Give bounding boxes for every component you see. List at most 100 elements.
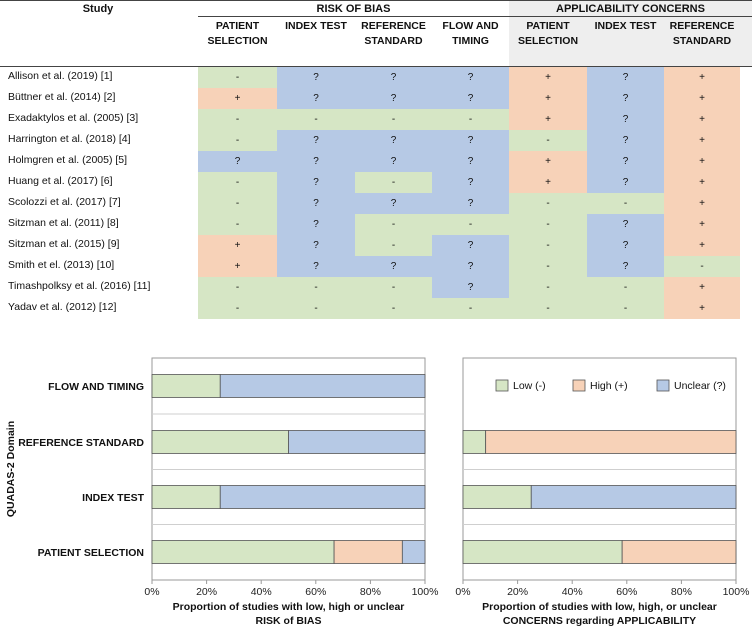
rating-cell: - bbox=[355, 109, 432, 130]
bar-unclear bbox=[219, 485, 426, 509]
rating-cell: ? bbox=[587, 67, 664, 88]
rating-cell: - bbox=[509, 277, 587, 298]
x-tick-label: 0% bbox=[144, 586, 159, 598]
group-rule-risk bbox=[198, 16, 509, 17]
rating-cell: + bbox=[664, 88, 740, 109]
rating-cell: - bbox=[355, 235, 432, 256]
rating-cell: - bbox=[355, 298, 432, 319]
rating-cell: ? bbox=[587, 109, 664, 130]
column-header-line2: SELECTION bbox=[207, 35, 268, 47]
rating-cell: ? bbox=[355, 130, 432, 151]
rating-cell: ? bbox=[587, 130, 664, 151]
group-header-risk: RISK OF BIAS bbox=[316, 3, 391, 15]
rating-cell: + bbox=[509, 88, 587, 109]
rating-cell: + bbox=[664, 67, 740, 88]
rating-cell: - bbox=[509, 256, 587, 277]
rating-cell: - bbox=[432, 109, 509, 130]
rating-cell: + bbox=[509, 151, 587, 172]
rating-cell: - bbox=[509, 214, 587, 235]
rating-cell: - bbox=[587, 298, 664, 319]
rating-cell: ? bbox=[277, 67, 355, 88]
rating-cell: + bbox=[664, 172, 740, 193]
column-header: PATIENT bbox=[526, 20, 570, 32]
bar-unclear bbox=[288, 430, 426, 454]
study-name: Holmgren et al. (2005) [5] bbox=[8, 154, 128, 166]
rating-cell: - bbox=[198, 109, 277, 130]
study-name: Scolozzi et al. (2017) [7] bbox=[8, 196, 121, 208]
column-header-line2: TIMING bbox=[452, 35, 489, 47]
rating-cell: ? bbox=[277, 256, 355, 277]
legend-swatch bbox=[572, 379, 586, 392]
header-rule bbox=[0, 66, 752, 67]
rating-cell: + bbox=[509, 67, 587, 88]
bar-low bbox=[151, 540, 335, 564]
top-rule bbox=[0, 0, 752, 1]
legend-swatch bbox=[656, 379, 670, 392]
quadas-summary-charts: 0% 20% 40% 60% 80% 100% Proportion of studies … bbox=[5, 357, 750, 627]
study-name: Büttner et al. (2014) [2] bbox=[8, 91, 116, 103]
rating-cell: - bbox=[198, 298, 277, 319]
study-name: Harrington et al. (2018) [4] bbox=[8, 133, 131, 145]
x-tick-label: 40% bbox=[562, 586, 583, 598]
bar-unclear bbox=[219, 374, 426, 398]
rating-cell: ? bbox=[587, 214, 664, 235]
rating-cell: + bbox=[664, 151, 740, 172]
study-name: Yadav et al. (2012) [12] bbox=[8, 301, 117, 313]
rating-cell: ? bbox=[355, 88, 432, 109]
rating-cell: - bbox=[509, 235, 587, 256]
rating-cell: + bbox=[664, 130, 740, 151]
rating-cell: - bbox=[355, 277, 432, 298]
rating-cell: - bbox=[432, 214, 509, 235]
rating-cell: ? bbox=[432, 235, 509, 256]
rating-cell: - bbox=[509, 298, 587, 319]
x-axis-label: Proportion of studies with low, high, or… bbox=[482, 601, 717, 613]
column-header-line2: STANDARD bbox=[364, 35, 423, 47]
rating-cell: ? bbox=[432, 151, 509, 172]
study-name: Smith et el. (2013) [10] bbox=[8, 259, 115, 271]
rating-cell: - bbox=[198, 130, 277, 151]
rating-cell: ? bbox=[587, 88, 664, 109]
x-tick-label: 40% bbox=[251, 586, 272, 598]
study-name: Allison et al. (2019) [1] bbox=[8, 70, 113, 82]
legend-label: High (+) bbox=[590, 380, 628, 392]
rating-cell: ? bbox=[355, 151, 432, 172]
x-tick-label: 100% bbox=[723, 586, 750, 598]
x-tick-label: 0% bbox=[455, 586, 470, 598]
y-axis-label: QUADAS-2 Domain bbox=[5, 421, 17, 517]
x-tick-label: 80% bbox=[360, 586, 381, 598]
rating-cell: + bbox=[198, 235, 277, 256]
rating-cell: ? bbox=[432, 172, 509, 193]
column-header: PATIENT bbox=[215, 20, 260, 32]
study-name: Exadaktylos et al. (2005) [3] bbox=[8, 112, 139, 124]
rating-cell: + bbox=[198, 256, 277, 277]
study-name: Timashpolksy et al. (2016) [11] bbox=[8, 280, 151, 292]
rating-cell: ? bbox=[432, 193, 509, 214]
rating-cell: - bbox=[587, 193, 664, 214]
rating-cell: - bbox=[198, 67, 277, 88]
rating-cell: ? bbox=[355, 193, 432, 214]
bar-low bbox=[151, 374, 221, 398]
rating-cell: - bbox=[198, 172, 277, 193]
rating-cell: ? bbox=[587, 151, 664, 172]
applicability-header-bg bbox=[509, 0, 752, 67]
rating-cell: + bbox=[664, 109, 740, 130]
rating-cell: ? bbox=[432, 67, 509, 88]
rating-cell: - bbox=[355, 214, 432, 235]
x-tick-label: 60% bbox=[616, 586, 637, 598]
rating-cell: ? bbox=[432, 256, 509, 277]
x-tick-label: 20% bbox=[507, 586, 528, 598]
rating-cell: ? bbox=[277, 193, 355, 214]
rating-cell: ? bbox=[587, 235, 664, 256]
bar-low bbox=[462, 430, 487, 454]
group-header-applicability: APPLICABILITY CONCERNS bbox=[556, 3, 705, 15]
rating-cell: - bbox=[355, 172, 432, 193]
category-label: FLOW AND TIMING bbox=[48, 381, 144, 393]
rating-cell: - bbox=[509, 130, 587, 151]
rating-cell: ? bbox=[277, 172, 355, 193]
bar-low bbox=[151, 430, 289, 454]
x-tick-label: 80% bbox=[671, 586, 692, 598]
bar-high bbox=[621, 540, 737, 564]
rating-cell: ? bbox=[198, 151, 277, 172]
bar-unclear bbox=[401, 540, 426, 564]
category-label: INDEX TEST bbox=[82, 492, 144, 504]
